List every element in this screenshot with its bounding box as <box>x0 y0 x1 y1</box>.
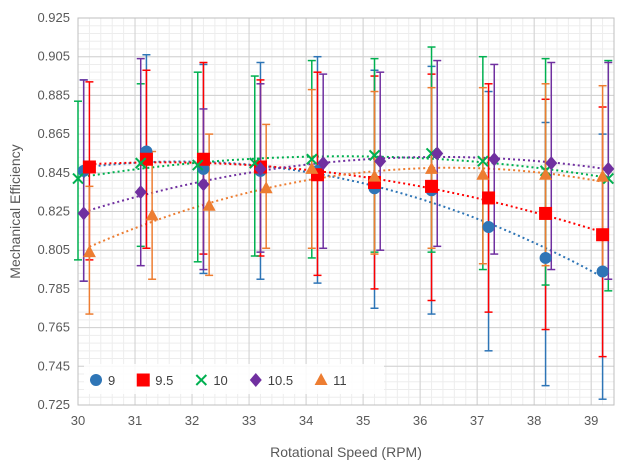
error-bar-series-10 <box>74 100 82 261</box>
legend-marker-11 <box>314 373 328 385</box>
y-tick-label: 0.905 <box>37 49 70 64</box>
data-point-series-9-5 <box>482 191 496 205</box>
x-tick-label: 32 <box>185 413 199 428</box>
x-marker-stroke <box>306 153 318 165</box>
data-point-series-10 <box>192 159 204 171</box>
trendlines <box>77 155 609 278</box>
legend-marker-10 <box>195 374 208 386</box>
trendline-series-10 <box>77 155 609 179</box>
x-tick-label: 34 <box>299 413 313 428</box>
data-point-series-10 <box>306 153 318 165</box>
data-point-series-10-5 <box>197 177 210 192</box>
y-tick-label: 0.785 <box>37 281 70 296</box>
error-bar-series-10-5 <box>79 79 88 282</box>
x-tick-label: 30 <box>71 413 85 428</box>
trendline-series-10-5 <box>83 156 609 213</box>
x-marker-stroke <box>195 374 208 386</box>
data-point-series-11 <box>596 169 610 182</box>
data-point-series-10-5 <box>317 156 330 171</box>
data-point-series-10-5 <box>374 154 387 169</box>
y-tick-label: 0.825 <box>37 204 70 219</box>
legend-item-9: 9 <box>90 373 115 388</box>
y-tick-label: 0.805 <box>37 242 70 257</box>
legend-label-11: 11 <box>333 373 347 388</box>
y-tick-label: 0.845 <box>37 165 70 180</box>
data-point-series-9-5 <box>82 160 96 174</box>
legend-label-9: 9 <box>108 373 115 388</box>
data-point-series-11 <box>82 245 96 258</box>
grid <box>77 17 615 406</box>
legend-label-10-5: 10.5 <box>268 373 293 388</box>
data-point-series-11 <box>476 167 490 180</box>
data-point-series-10 <box>135 157 147 169</box>
y-tick-label: 0.925 <box>37 10 70 25</box>
data-point-series-9 <box>482 220 495 233</box>
data-point-series-10-5 <box>488 152 501 167</box>
x-marker-stroke <box>602 172 615 185</box>
legend: 9 9.5 10 10.5 11 <box>84 364 384 394</box>
x-tick-label: 33 <box>242 413 256 428</box>
y-tick-label: 0.765 <box>37 320 70 335</box>
data-point-series-10-5 <box>134 185 147 200</box>
x-tick-label: 37 <box>470 413 484 428</box>
x-tick-label: 39 <box>584 413 598 428</box>
legend-label-9-5: 9.5 <box>155 373 173 388</box>
data-point-series-9 <box>197 162 210 175</box>
data-point-series-9-5 <box>596 228 610 242</box>
data-point-series-10 <box>72 172 84 185</box>
legend-item-10-5: 10.5 <box>249 373 293 388</box>
data-point-series-11 <box>259 181 273 194</box>
x-marker-stroke <box>249 157 261 169</box>
data-point-series-10-5 <box>254 161 267 176</box>
data-point-series-9 <box>539 251 552 264</box>
x-axis-title: Rotational Speed (RPM) <box>270 444 422 460</box>
data-point-series-11 <box>145 208 159 221</box>
y-tick-label: 0.745 <box>37 358 70 373</box>
trendline-series-11 <box>89 166 603 248</box>
data-point-series-11 <box>305 161 319 174</box>
data-point-series-9 <box>596 265 609 278</box>
data-point-series-9-5 <box>139 152 153 166</box>
data-point-series-9-5 <box>539 206 553 220</box>
legend-marker-9-5 <box>136 373 150 387</box>
legend-box <box>84 364 384 394</box>
data-point-series-9-5 <box>425 179 439 193</box>
data-point-series-11 <box>368 169 382 182</box>
data-point-series-10-5 <box>602 161 615 176</box>
x-marker-stroke <box>72 172 84 185</box>
legend-marker-10-5 <box>249 373 262 387</box>
data-point-series-10-5 <box>431 146 444 161</box>
data-point-series-10 <box>477 155 489 167</box>
x-tick-label: 38 <box>527 413 541 428</box>
y-tick-label: 0.725 <box>37 397 70 412</box>
data-point-series-11 <box>202 198 216 211</box>
data-point-series-11 <box>425 161 439 174</box>
data-markers <box>72 145 615 278</box>
x-marker-stroke <box>477 155 489 167</box>
x-marker-stroke <box>192 159 204 171</box>
tick-labels: 30 31 32 33 34 35 36 37 38 39 0.725 0.745 0.765 0.785… <box>37 10 598 428</box>
y-tick-label: 0.865 <box>37 126 70 141</box>
y-tick-label: 0.885 <box>37 87 70 102</box>
legend-marker-9 <box>90 374 102 386</box>
x-marker-stroke <box>368 149 381 162</box>
data-point-series-11 <box>539 167 553 180</box>
x-marker-stroke <box>135 157 147 169</box>
trendline-series-9-5 <box>89 161 603 234</box>
y-axis-title: Mechanical Efficiency <box>7 144 23 278</box>
data-point-series-10-5 <box>545 156 558 171</box>
legend-item-9-5: 9.5 <box>136 373 173 388</box>
x-tick-label: 36 <box>413 413 427 428</box>
legend-label-10: 10 <box>213 373 227 388</box>
data-point-series-10-5 <box>77 206 90 221</box>
legend-item-10: 10 <box>195 373 228 388</box>
legend-item-11: 11 <box>314 373 347 388</box>
error-bar-series-10 <box>193 71 202 263</box>
x-tick-label: 35 <box>356 413 370 428</box>
x-tick-label: 31 <box>128 413 142 428</box>
